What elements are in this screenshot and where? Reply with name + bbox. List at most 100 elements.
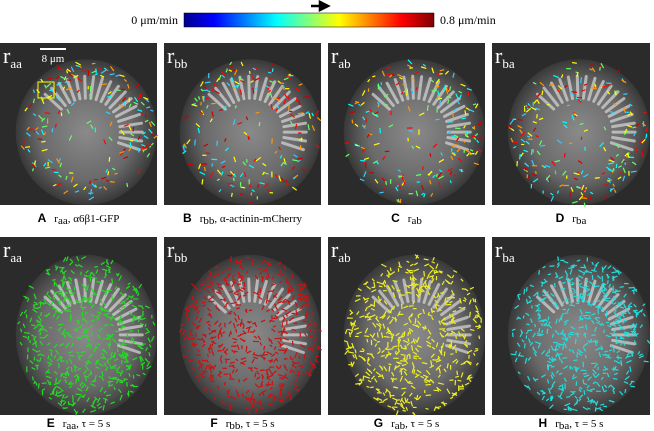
flow-vector [80,334,87,337]
flow-vector [626,309,631,315]
flow-vector [219,358,223,364]
flow-vector [565,337,569,342]
flow-vector [236,84,240,89]
flow-vector [184,115,190,120]
flow-vector [230,184,235,188]
flow-vector [57,394,63,398]
flow-vector [282,373,287,379]
flow-vector [359,378,363,383]
flow-vector [518,354,524,357]
flow-vector [445,303,452,306]
flow-vector [252,260,255,266]
flow-vector [564,270,568,276]
flow-vector [634,311,639,316]
flow-vector [96,397,101,403]
flow-vector [35,359,40,363]
flow-vector [59,162,63,168]
fibre [446,136,472,143]
flow-vector [19,328,23,333]
flow-vector [111,338,117,344]
flow-vector [299,343,306,349]
flow-vector [232,69,236,72]
flow-vector [208,295,215,301]
flow-vector [89,180,91,185]
flow-vector [399,198,402,204]
flow-vector [604,353,610,357]
flow-vector [52,296,56,301]
flow-vector [239,172,244,178]
flow-vector [373,142,380,146]
flow-vector [472,103,477,106]
flow-vector [296,389,300,393]
flow-vector [366,385,370,388]
flow-vector [232,119,236,126]
flow-vector [431,67,435,74]
flow-vector [462,299,467,302]
flow-vector [364,299,369,304]
flow-vector [228,364,235,368]
flow-vector [98,67,103,71]
flow-vector [195,288,201,292]
flow-vector [240,357,247,361]
flow-vector [532,127,537,132]
flow-vector [384,354,389,359]
flow-vector [291,272,294,279]
flow-vector [253,398,256,405]
flow-vector [119,152,123,156]
flow-vector [17,321,21,325]
fibre [442,104,466,118]
flow-vector [639,324,643,329]
flow-vector [102,308,106,311]
flow-vector [533,99,538,104]
flow-vector [548,297,553,302]
flow-vector [439,69,445,72]
flow-vector [37,315,42,322]
flow-vector [608,283,612,288]
flow-vector [407,59,413,65]
flow-vector [258,400,262,403]
flow-vector [221,346,226,352]
flow-vector [52,292,56,298]
flow-vector [572,200,578,204]
flow-vector [363,157,370,161]
flow-vector [135,287,139,294]
flow-vector [539,81,545,87]
flow-vector [75,299,79,304]
flow-vector [536,391,541,396]
flow-vector [191,367,196,372]
flow-vector [391,316,398,321]
flow-vector [525,298,529,305]
flow-vector [556,88,561,94]
flow-vector [429,180,432,185]
flow-vector [233,292,239,296]
flow-vector [265,267,268,273]
flow-vector [253,354,260,357]
flow-vector [66,70,69,74]
flow-vector [623,319,627,322]
flow-vector [474,150,479,155]
flow-vector [148,143,152,147]
flow-vector [245,291,249,295]
flow-vector [146,106,151,109]
flow-vector [279,154,283,159]
flow-vector [257,268,262,270]
flow-vector [456,147,461,153]
flow-vector [450,330,456,335]
flow-vector [208,278,211,283]
flow-vector [43,334,49,339]
flow-vector [610,344,614,349]
flow-vector [567,405,572,412]
flow-vector [591,261,594,266]
flow-vector [627,152,630,156]
flow-vector [605,273,610,278]
flow-vector [231,281,236,288]
flow-vector [227,174,232,177]
flow-vector [143,135,149,140]
flow-vector [76,367,82,371]
flow-vector [461,117,467,120]
flow-vector [233,84,239,88]
flow-vector [370,353,375,359]
flow-vector [86,284,89,291]
flow-vector [564,343,567,349]
